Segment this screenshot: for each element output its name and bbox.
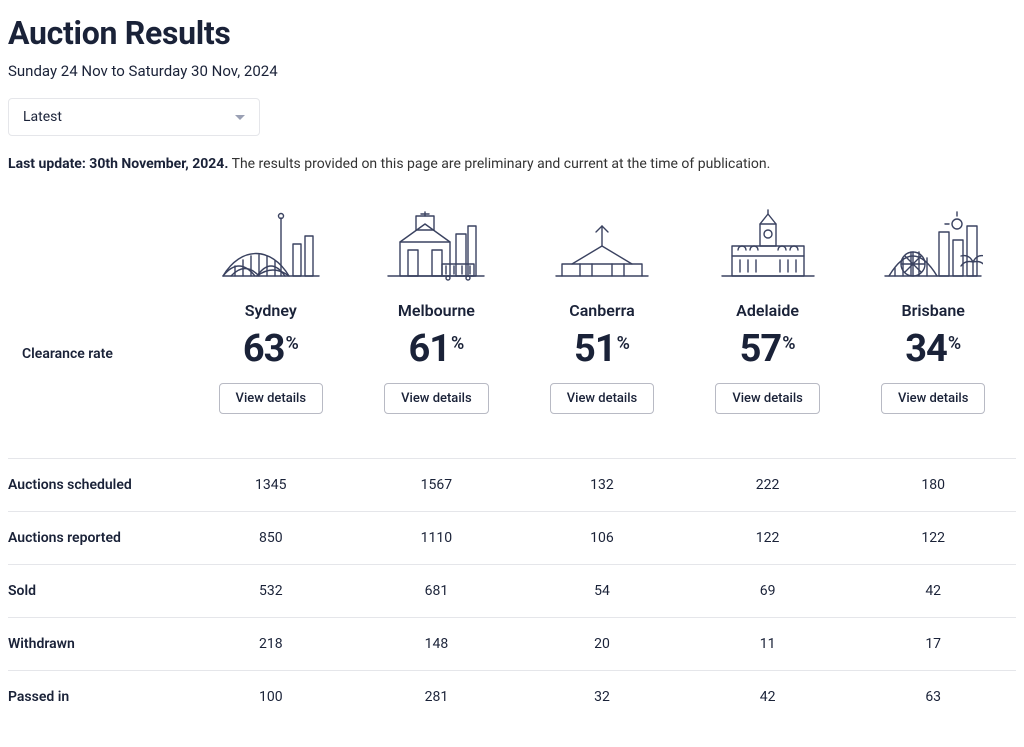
cell-value: 69 — [685, 564, 851, 617]
row-label-sold: Sold — [8, 564, 188, 617]
row-label-withdrawn: Withdrawn — [8, 617, 188, 670]
row-label-clearance: Clearance rate — [8, 326, 188, 382]
clearance-value: 34% — [905, 330, 961, 368]
clearance-value: 51% — [574, 330, 630, 368]
chevron-down-icon — [235, 115, 245, 120]
cell-value: 63 — [850, 670, 1016, 723]
cell-value: 850 — [188, 511, 354, 564]
row-scheduled: Auctions scheduled 1345 1567 132 222 180 — [8, 458, 1016, 511]
row-sold: Sold 532 681 54 69 42 — [8, 564, 1016, 617]
date-range: Sunday 24 Nov to Saturday 30 Nov, 2024 — [8, 62, 1016, 80]
cell-value: 122 — [685, 511, 851, 564]
timeframe-select[interactable]: Latest — [8, 98, 260, 136]
update-note-body: The results provided on this page are pr… — [232, 156, 771, 172]
city-name: Melbourne — [354, 300, 520, 326]
brisbane-skyline-icon — [883, 206, 983, 286]
cell-value: 681 — [354, 564, 520, 617]
cell-value: 1345 — [188, 458, 354, 511]
cell-value: 122 — [850, 511, 1016, 564]
row-label-reported: Auctions reported — [8, 511, 188, 564]
cell-value: 32 — [519, 670, 685, 723]
cell-value: 20 — [519, 617, 685, 670]
city-name: Canberra — [519, 300, 685, 326]
cell-value: 42 — [850, 564, 1016, 617]
cell-value: 148 — [354, 617, 520, 670]
city-icons-row — [8, 200, 1016, 300]
view-details-row: View details View details View details V… — [8, 382, 1016, 448]
sydney-skyline-icon — [221, 206, 321, 286]
results-table: Sydney Melbourne Canberra Adelaide Brisb… — [8, 200, 1016, 723]
cell-value: 42 — [685, 670, 851, 723]
cell-value: 17 — [850, 617, 1016, 670]
view-details-button[interactable]: View details — [219, 383, 324, 414]
clearance-row: Clearance rate 63% 61% 51% 57% 34% — [8, 326, 1016, 382]
cell-value: 132 — [519, 458, 685, 511]
clearance-value: 61% — [408, 330, 464, 368]
view-details-button[interactable]: View details — [715, 383, 820, 414]
row-withdrawn: Withdrawn 218 148 20 11 17 — [8, 617, 1016, 670]
cell-value: 222 — [685, 458, 851, 511]
view-details-button[interactable]: View details — [881, 383, 986, 414]
timeframe-select-value: Latest — [23, 109, 62, 125]
cell-value: 100 — [188, 670, 354, 723]
row-label-passed-in: Passed in — [8, 670, 188, 723]
cell-value: 1567 — [354, 458, 520, 511]
clearance-value: 57% — [740, 330, 796, 368]
cell-value: 281 — [354, 670, 520, 723]
cell-value: 532 — [188, 564, 354, 617]
view-details-button[interactable]: View details — [384, 383, 489, 414]
row-passed-in: Passed in 100 281 32 42 63 — [8, 670, 1016, 723]
update-note-strong: Last update: 30th November, 2024. — [8, 156, 228, 172]
cell-value: 180 — [850, 458, 1016, 511]
view-details-button[interactable]: View details — [550, 383, 655, 414]
cell-value: 1110 — [354, 511, 520, 564]
adelaide-skyline-icon — [718, 206, 818, 286]
row-reported: Auctions reported 850 1110 106 122 122 — [8, 511, 1016, 564]
city-name: Adelaide — [685, 300, 851, 326]
city-name: Brisbane — [850, 300, 1016, 326]
cell-value: 106 — [519, 511, 685, 564]
page-title: Auction Results — [8, 14, 1016, 52]
clearance-value: 63% — [243, 330, 299, 368]
city-names-row: Sydney Melbourne Canberra Adelaide Brisb… — [8, 300, 1016, 326]
update-note: Last update: 30th November, 2024. The re… — [8, 156, 1016, 172]
cell-value: 54 — [519, 564, 685, 617]
cell-value: 11 — [685, 617, 851, 670]
melbourne-skyline-icon — [386, 206, 486, 286]
cell-value: 218 — [188, 617, 354, 670]
row-label-scheduled: Auctions scheduled — [8, 458, 188, 511]
canberra-skyline-icon — [552, 206, 652, 286]
city-name: Sydney — [188, 300, 354, 326]
